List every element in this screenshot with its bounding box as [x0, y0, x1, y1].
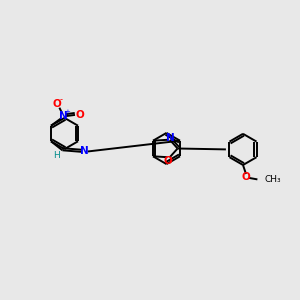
Text: O: O	[52, 99, 62, 109]
Text: O: O	[75, 110, 84, 120]
Text: N: N	[166, 133, 175, 143]
Text: H: H	[54, 151, 60, 160]
Text: O: O	[242, 172, 251, 182]
Text: N: N	[80, 146, 89, 157]
Text: O: O	[163, 156, 172, 166]
Text: -: -	[60, 95, 63, 104]
Text: CH₃: CH₃	[265, 175, 281, 184]
Text: +: +	[64, 109, 70, 115]
Text: N: N	[58, 111, 68, 121]
